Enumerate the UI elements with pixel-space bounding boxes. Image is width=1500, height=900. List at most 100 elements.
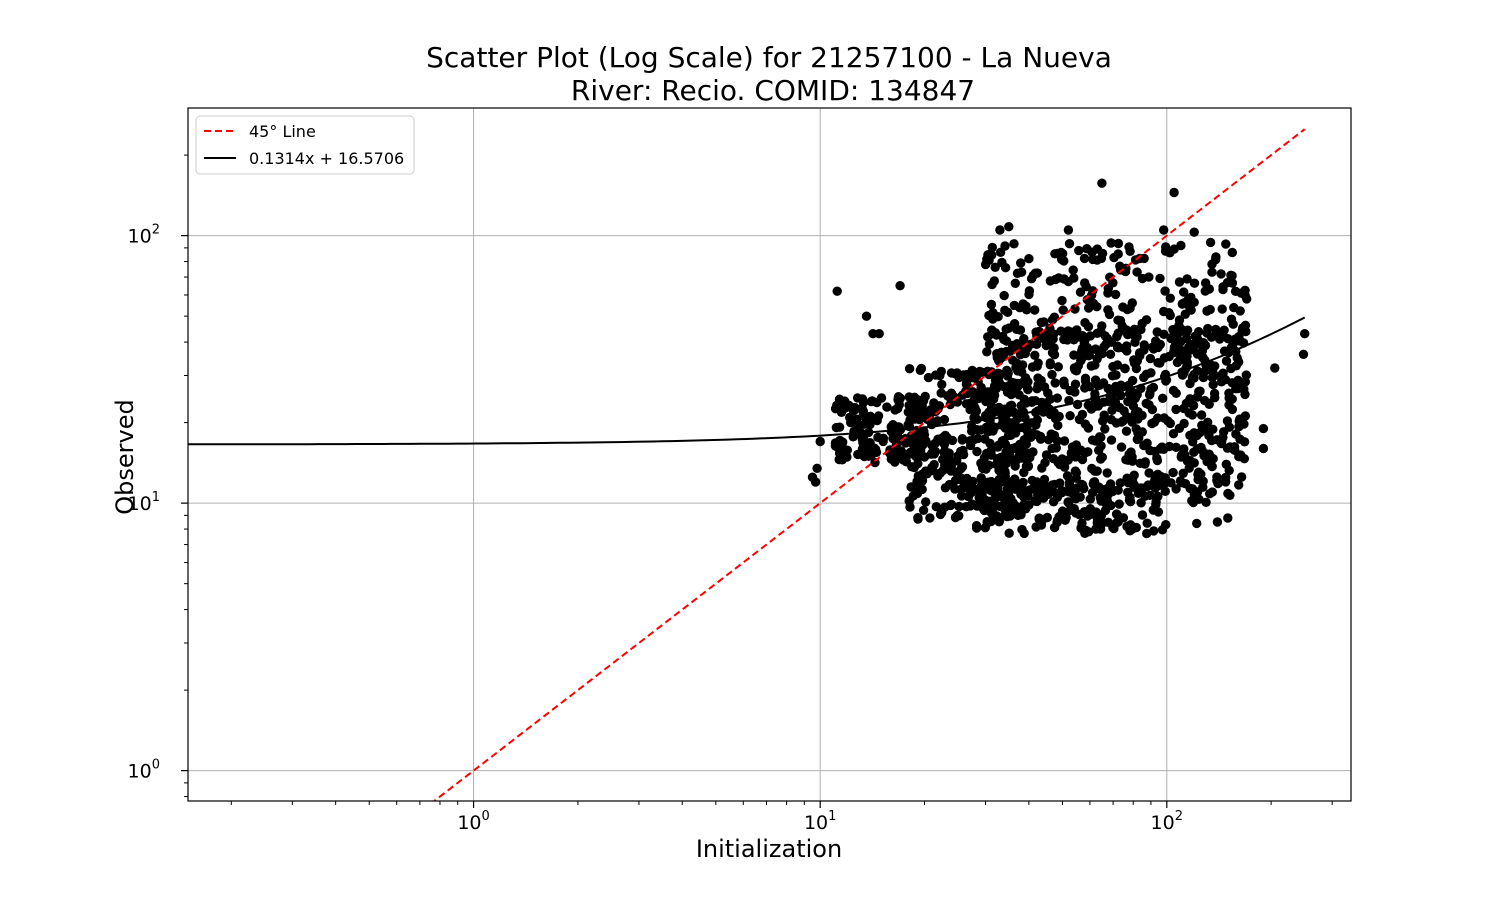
data-point xyxy=(961,378,972,388)
data-point xyxy=(890,405,900,415)
data-point xyxy=(943,391,953,401)
data-point xyxy=(1149,526,1159,536)
data-point xyxy=(1205,237,1216,248)
data-point xyxy=(1055,478,1065,488)
data-point xyxy=(850,405,860,415)
data-point xyxy=(1088,479,1099,489)
data-point xyxy=(983,332,993,342)
data-point xyxy=(1011,324,1022,334)
legend-label-45-line: 45° Line xyxy=(249,122,316,141)
data-point xyxy=(893,394,903,405)
data-point xyxy=(971,521,982,531)
data-point xyxy=(982,347,992,357)
data-point xyxy=(1140,459,1150,469)
data-point xyxy=(898,455,908,465)
data-point xyxy=(1137,427,1148,437)
data-point xyxy=(1201,497,1211,507)
data-point xyxy=(1083,400,1094,410)
x-axis-label: Initialization xyxy=(696,835,842,863)
data-point xyxy=(1144,468,1154,478)
data-point xyxy=(1191,493,1201,503)
data-point xyxy=(1007,443,1018,454)
data-point xyxy=(1059,256,1069,266)
data-point xyxy=(1223,488,1233,499)
data-point xyxy=(1137,510,1148,520)
data-point xyxy=(1057,488,1067,498)
data-point xyxy=(998,436,1008,447)
data-point xyxy=(1177,450,1187,460)
data-point xyxy=(1241,370,1252,380)
data-point xyxy=(1075,287,1086,297)
data-point xyxy=(1045,409,1056,420)
data-point xyxy=(1188,437,1198,447)
x-tick-labels: 100 101 102 xyxy=(457,809,1183,834)
data-point xyxy=(831,422,842,433)
data-point xyxy=(1153,342,1163,353)
data-point xyxy=(982,517,992,527)
data-point xyxy=(1092,518,1103,528)
data-point xyxy=(1208,379,1218,390)
data-point xyxy=(1177,299,1188,309)
data-point xyxy=(1111,370,1121,380)
data-point xyxy=(1042,512,1053,523)
data-point xyxy=(1016,510,1026,520)
data-point xyxy=(1202,328,1212,338)
data-point xyxy=(957,462,968,472)
data-point xyxy=(1030,305,1040,315)
data-point xyxy=(980,259,991,270)
data-point xyxy=(1121,325,1132,335)
data-point xyxy=(810,477,821,487)
data-point xyxy=(1226,363,1236,374)
data-point xyxy=(1150,483,1161,493)
data-point xyxy=(1120,266,1131,277)
data-point xyxy=(907,462,917,472)
data-point xyxy=(918,396,929,406)
data-point xyxy=(1131,522,1142,533)
data-point xyxy=(1007,418,1018,428)
data-point xyxy=(988,308,998,318)
data-point xyxy=(1071,440,1082,450)
data-point xyxy=(1007,377,1017,388)
data-point xyxy=(995,351,1006,361)
data-point xyxy=(1240,411,1251,421)
data-point xyxy=(1075,510,1085,520)
data-point xyxy=(1132,267,1142,277)
data-point xyxy=(1212,472,1222,482)
data-point xyxy=(1015,303,1025,313)
data-point xyxy=(1131,363,1142,374)
data-point xyxy=(937,507,947,518)
data-point xyxy=(1216,269,1226,279)
data-point xyxy=(1069,350,1079,360)
data-point xyxy=(995,515,1005,525)
data-point xyxy=(1106,414,1116,425)
data-point xyxy=(1221,239,1231,249)
data-point xyxy=(1020,454,1031,464)
data-point xyxy=(1016,258,1026,268)
data-point xyxy=(1070,452,1081,462)
data-point xyxy=(861,311,872,321)
data-point xyxy=(956,484,967,494)
data-point xyxy=(1039,382,1050,392)
data-point xyxy=(1059,462,1070,472)
data-point xyxy=(885,446,895,457)
data-point xyxy=(1223,513,1233,523)
data-point xyxy=(1158,393,1168,403)
y-tick-label: 101 xyxy=(128,490,160,515)
data-point xyxy=(945,500,956,511)
data-point xyxy=(1024,286,1035,296)
data-point xyxy=(1032,430,1042,440)
chart-subtitle: River: Recio. COMID: 134847 xyxy=(571,74,975,107)
data-point xyxy=(1074,414,1085,425)
data-point xyxy=(904,400,914,410)
data-point xyxy=(1032,361,1042,371)
data-point xyxy=(1052,393,1063,403)
data-point xyxy=(837,455,847,465)
data-point xyxy=(1216,377,1227,387)
data-point xyxy=(1032,268,1043,278)
data-point xyxy=(1097,349,1107,359)
data-point xyxy=(954,501,964,512)
data-point xyxy=(1113,485,1123,495)
data-point xyxy=(990,262,1000,272)
data-point xyxy=(1153,507,1164,517)
chart-title: Scatter Plot (Log Scale) for 21257100 - … xyxy=(426,41,1112,74)
